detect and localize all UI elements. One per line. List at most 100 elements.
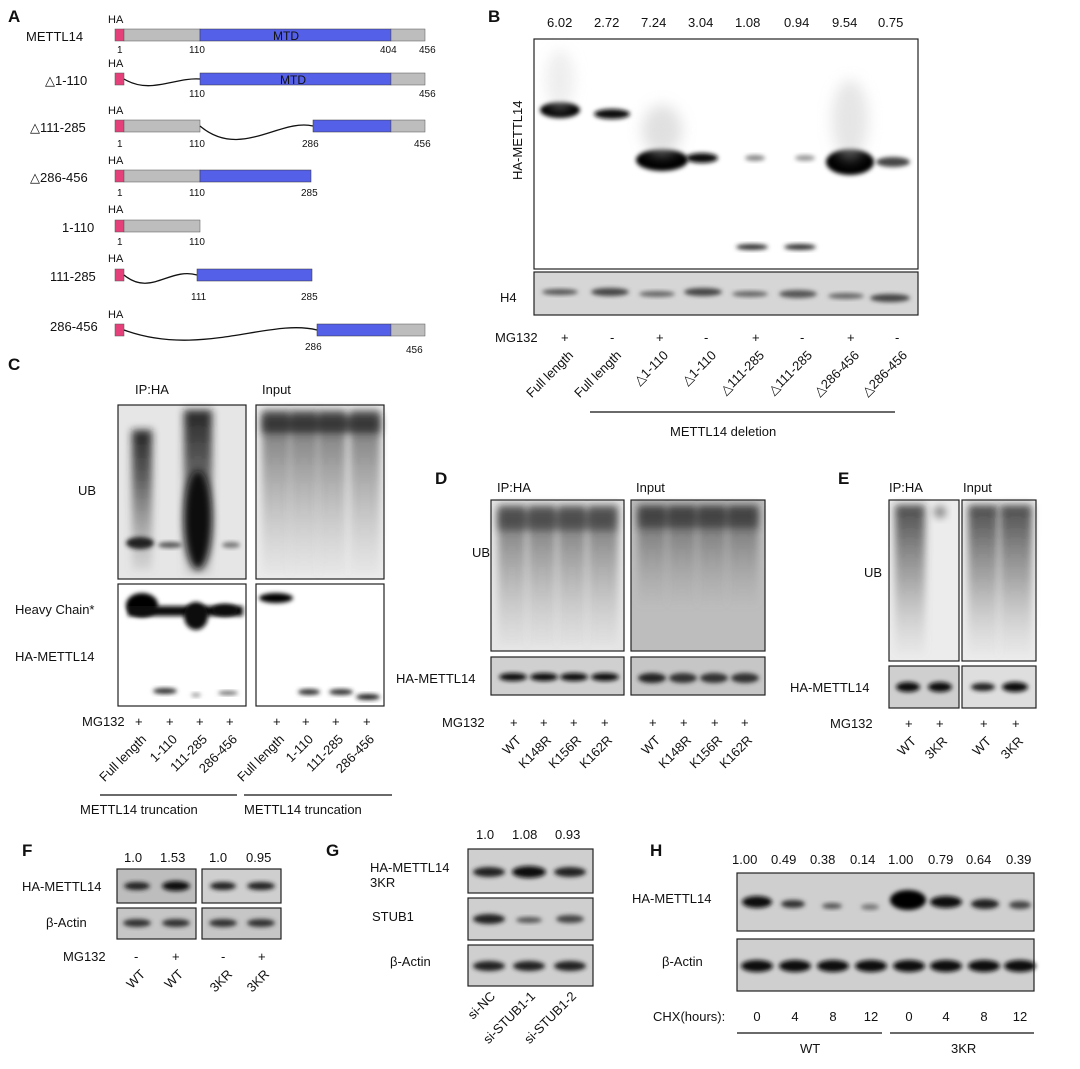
quant-value: 0.14 xyxy=(850,852,875,867)
quant-value: 3.04 xyxy=(688,15,713,30)
ha-label: HA-METTL14 xyxy=(396,671,475,686)
blot-h-ha xyxy=(736,872,1035,932)
ub-label: UB xyxy=(472,545,490,560)
sign: + xyxy=(905,716,913,731)
lane-label: WT xyxy=(969,733,994,758)
quant-value: 7.24 xyxy=(641,15,666,30)
quant-value: 0.49 xyxy=(771,852,796,867)
construct-name: 111-285 xyxy=(50,269,96,284)
sign: - xyxy=(221,949,225,964)
lane-label: K156R xyxy=(545,733,584,772)
ha-tag-label: HA xyxy=(108,155,124,167)
sign: + xyxy=(711,715,719,730)
panel-b: B 6.02 2.72 7.24 3.04 1.08 0.94 9.54 0.7… xyxy=(488,7,919,439)
lane-label: K162R xyxy=(576,733,615,772)
sign: + xyxy=(980,716,988,731)
ha-tag-box xyxy=(114,219,125,233)
quant-value: 1.0 xyxy=(124,850,142,865)
lane-label: K148R xyxy=(655,733,694,772)
sign: + xyxy=(302,714,310,729)
ha-tag-label: HA xyxy=(108,58,124,70)
region-box xyxy=(123,119,201,133)
blot-e-input-ha xyxy=(961,665,1037,709)
tick-label: 286 xyxy=(302,139,319,150)
hour: 8 xyxy=(980,1009,987,1024)
construct-286-456: HA 286-456 286 456 xyxy=(50,309,426,356)
sign: + xyxy=(273,714,281,729)
treatment-label: MG132 xyxy=(442,715,485,730)
tick-label: 110 xyxy=(189,139,205,150)
group-label: WT xyxy=(800,1041,820,1056)
region-box xyxy=(123,219,201,233)
panel-c-label: C xyxy=(8,355,20,374)
sign: - xyxy=(800,330,804,345)
blot-label-ha: HA-METTL14 xyxy=(22,879,101,894)
quant-value: 0.94 xyxy=(784,15,809,30)
blot-g-ha xyxy=(467,848,594,894)
ha-tag-label: HA xyxy=(108,253,124,265)
mtd-domain-box xyxy=(196,268,313,282)
treatment-label: MG132 xyxy=(82,714,125,729)
quant-value: 1.00 xyxy=(732,852,757,867)
quant-value: 1.53 xyxy=(160,850,185,865)
sign: + xyxy=(847,330,855,345)
construct-del-111-285: HA △111-285 1 110 286 456 xyxy=(30,105,431,150)
lane-label: Full length xyxy=(234,732,287,785)
panel-h: H 1.00 0.49 0.38 0.14 1.00 0.79 0.64 0.3… xyxy=(632,841,1036,1056)
blot-label-3kr: 3KR xyxy=(370,875,395,890)
blot-label-actin: β-Actin xyxy=(662,954,703,969)
lane-label: K162R xyxy=(716,733,755,772)
sign: + xyxy=(1012,716,1020,731)
blot-label-actin: β-Actin xyxy=(46,915,87,930)
ub-label: UB xyxy=(78,483,96,498)
lane-label: Full length xyxy=(96,732,149,785)
panel-b-label: B xyxy=(488,7,500,26)
sign: - xyxy=(895,330,899,345)
quant-value: 0.64 xyxy=(966,852,991,867)
quant-value: 9.54 xyxy=(832,15,857,30)
tick-label: 1 xyxy=(117,45,123,56)
ha-tag-label: HA xyxy=(108,204,124,216)
group-label: 3KR xyxy=(951,1041,976,1056)
sign: + xyxy=(166,714,174,729)
ip-label: IP:HA xyxy=(135,382,169,397)
group-label: METTL14 deletion xyxy=(670,424,776,439)
treatment-label: MG132 xyxy=(830,716,873,731)
tick-label: 456 xyxy=(419,89,436,100)
mtd-domain-box xyxy=(312,119,392,133)
group-label: METTL14 truncation xyxy=(80,802,198,817)
ha-tag-box xyxy=(114,268,125,282)
tick-label: 456 xyxy=(419,45,436,56)
sign: - xyxy=(610,330,614,345)
blot-c-ip-ub xyxy=(117,404,247,580)
blot-f-actin xyxy=(116,907,282,940)
panel-a-label: A xyxy=(8,7,20,26)
sign: + xyxy=(196,714,204,729)
blot-e-ip-ub xyxy=(888,499,960,662)
quant-value: 1.0 xyxy=(476,827,494,842)
quant-value: 0.75 xyxy=(878,15,903,30)
lane-label: △286-456 xyxy=(811,348,862,399)
tick-label: 1 xyxy=(117,139,123,150)
ha-tag-label: HA xyxy=(108,309,124,321)
quant-value: 1.08 xyxy=(512,827,537,842)
ha-tag-box xyxy=(114,28,125,42)
region-box xyxy=(390,119,426,133)
blot-label-ha: HA-METTL14 xyxy=(632,891,711,906)
tick-label: 111 xyxy=(191,292,207,303)
input-label: Input xyxy=(963,480,992,495)
quant-value: 2.72 xyxy=(594,15,619,30)
quant-value: 0.79 xyxy=(928,852,953,867)
blot-label-ha: HA-METTL14 xyxy=(370,860,449,875)
panel-f-label: F xyxy=(22,841,32,860)
lane-label: WT xyxy=(638,732,663,757)
lane-label: WT xyxy=(499,732,524,757)
deletion-linker xyxy=(123,273,198,284)
mtd-label: MTD xyxy=(273,29,299,43)
deletion-linker xyxy=(199,124,314,141)
quant-value: 1.08 xyxy=(735,15,760,30)
construct-name: △111-285 xyxy=(30,120,86,135)
construct-name: 1-110 xyxy=(62,220,94,235)
panel-a: A HA METTL14 MTD 1 110 404 456 HA △1-110… xyxy=(8,7,436,356)
tick-label: 1 xyxy=(117,188,123,199)
